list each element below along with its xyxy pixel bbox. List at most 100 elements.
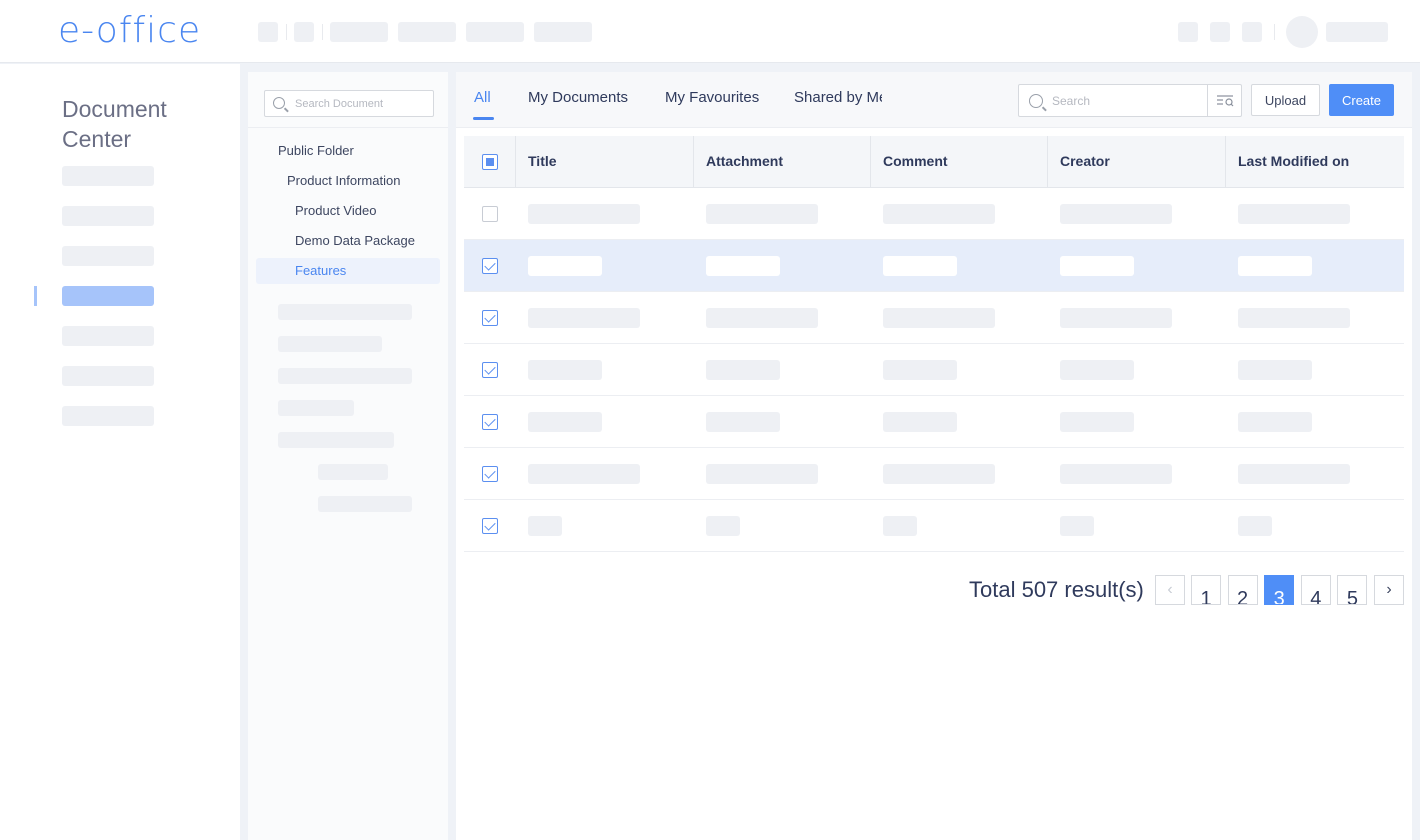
cell-placeholder [528, 516, 562, 536]
page-button[interactable]: 1 [1191, 575, 1221, 605]
scrollbar-track[interactable] [1412, 64, 1420, 840]
document-list-panel: All My Documents My Favourites Shared by… [456, 72, 1412, 840]
column-header[interactable]: Comment [871, 136, 1048, 187]
cell-placeholder [883, 360, 957, 380]
page-button[interactable]: 2 [1227, 575, 1258, 605]
search-icon [273, 97, 285, 109]
active-indicator [34, 286, 37, 306]
sidebar-item[interactable] [62, 326, 154, 346]
table-row[interactable] [464, 344, 1404, 396]
cell-placeholder [706, 204, 818, 224]
cell-placeholder [883, 464, 995, 484]
page-button[interactable]: 4 [1300, 575, 1331, 605]
cell-placeholder [883, 256, 957, 276]
cell-placeholder [1060, 464, 1172, 484]
sidebar-title: Document Center [62, 96, 167, 152]
sidebar: Document Center [0, 64, 240, 840]
search-document-input[interactable]: Search Document [264, 90, 434, 117]
cell-placeholder [1060, 204, 1172, 224]
tree-item[interactable]: Demo Data Package [295, 233, 415, 248]
column-header[interactable]: Last Modified on [1238, 153, 1350, 169]
avatar[interactable] [1286, 16, 1318, 48]
cell-placeholder [706, 516, 740, 536]
tree-placeholder[interactable] [278, 400, 354, 416]
cell-placeholder [883, 204, 995, 224]
page-button[interactable]: 3 [1264, 575, 1295, 605]
row-checkbox[interactable] [482, 310, 498, 326]
chevron-right-icon: › [1386, 581, 1392, 598]
tab-my-favourites[interactable]: My Favourites [665, 89, 760, 106]
cell-placeholder [706, 412, 780, 432]
header-icon-placeholder[interactable] [1178, 22, 1198, 42]
nav-placeholder[interactable] [534, 22, 592, 42]
create-button[interactable]: Create [1329, 84, 1394, 116]
nav-placeholder[interactable] [398, 22, 456, 42]
tree-item[interactable]: Product Video [295, 203, 377, 218]
tree-item[interactable]: Public Folder [278, 143, 354, 158]
table-row[interactable] [464, 396, 1404, 448]
row-checkbox[interactable] [482, 518, 498, 534]
active-tab-indicator [473, 117, 494, 120]
header-icon-placeholder[interactable] [1210, 22, 1230, 42]
cell-placeholder [528, 360, 602, 380]
select-all-checkbox[interactable] [482, 154, 498, 170]
nav-placeholder[interactable] [330, 22, 388, 42]
row-checkbox[interactable] [482, 206, 498, 222]
sidebar-item[interactable] [62, 206, 154, 226]
tree-placeholder[interactable] [278, 304, 412, 320]
table-row[interactable] [464, 240, 1404, 292]
tree-placeholder[interactable] [278, 368, 412, 384]
tree-placeholder[interactable] [278, 336, 382, 352]
row-checkbox[interactable] [482, 414, 498, 430]
row-checkbox[interactable] [482, 258, 498, 274]
nav-placeholder[interactable] [294, 22, 314, 42]
cell-placeholder [1238, 464, 1350, 484]
chevron-left-icon: ‹ [1167, 581, 1173, 598]
tab-all[interactable]: All [474, 89, 491, 106]
page-button[interactable]: 5 [1337, 575, 1368, 605]
username-placeholder[interactable] [1326, 22, 1388, 42]
table-row[interactable] [464, 188, 1404, 240]
upload-button[interactable]: Upload [1251, 84, 1320, 116]
tree-item[interactable]: Features [295, 263, 347, 278]
logo[interactable]: e-office [58, 10, 202, 51]
table-row[interactable] [464, 292, 1404, 344]
tree-item[interactable]: Product Information [287, 173, 401, 188]
cell-placeholder [1060, 412, 1134, 432]
header-icon-placeholder[interactable] [1242, 22, 1262, 42]
row-checkbox[interactable] [482, 466, 498, 482]
cell-placeholder [1238, 412, 1312, 432]
nav-placeholder[interactable] [258, 22, 278, 42]
tree-placeholder[interactable] [278, 432, 394, 448]
sidebar-item[interactable] [62, 166, 154, 186]
prev-page-button[interactable]: ‹ [1155, 575, 1185, 605]
divider [1274, 24, 1275, 40]
cell-placeholder [528, 204, 640, 224]
search-icon [1029, 94, 1043, 108]
tree-placeholder[interactable] [318, 464, 388, 480]
cell-placeholder [1060, 308, 1172, 328]
search-input[interactable]: Search [1018, 84, 1242, 117]
nav-placeholder[interactable] [466, 22, 524, 42]
sidebar-item[interactable] [62, 366, 154, 386]
column-header[interactable]: Attachment [694, 136, 871, 187]
cell-placeholder [528, 412, 602, 432]
tree-placeholder[interactable] [318, 496, 412, 512]
tab-my-documents[interactable]: My Documents [528, 89, 629, 106]
tab-shared-by-me[interactable]: Shared by Me [794, 89, 882, 106]
table-row[interactable] [464, 500, 1404, 552]
column-header[interactable]: Creator [1048, 136, 1226, 187]
advanced-filter-button[interactable] [1207, 85, 1242, 116]
select-all-cell [464, 136, 516, 187]
search-placeholder: Search [1052, 94, 1091, 108]
sidebar-item[interactable] [62, 406, 154, 426]
column-header[interactable]: Title [516, 136, 694, 187]
table-row[interactable] [464, 448, 1404, 500]
next-page-button[interactable]: › [1374, 575, 1404, 605]
sidebar-item[interactable] [62, 286, 154, 306]
cell-placeholder [883, 516, 917, 536]
cell-placeholder [1060, 256, 1134, 276]
sidebar-item[interactable] [62, 246, 154, 266]
row-checkbox[interactable] [482, 362, 498, 378]
divider [248, 127, 448, 128]
